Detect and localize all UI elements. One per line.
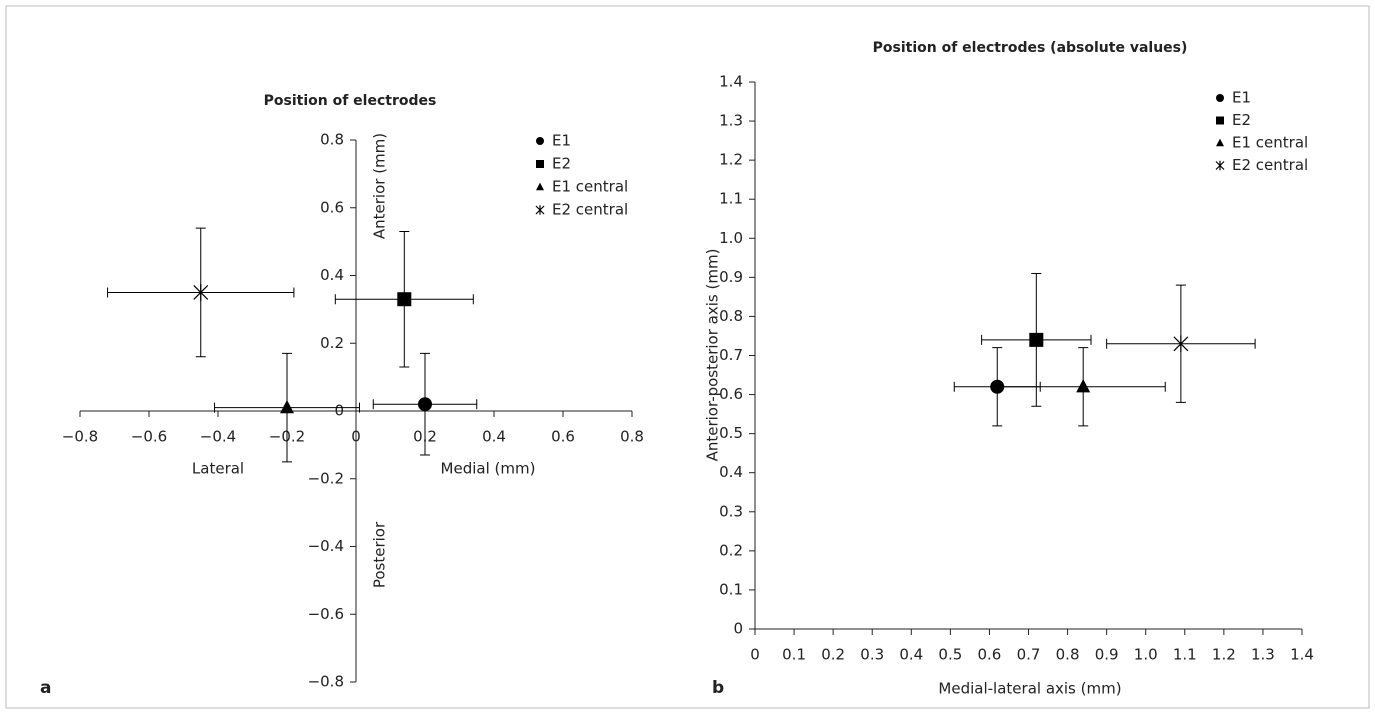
point: [1076, 379, 1091, 393]
x-tick-label: 1.2: [1212, 646, 1236, 664]
legend-marker: [536, 137, 544, 145]
point: [280, 399, 294, 414]
x-axis-label: Lateral: [192, 460, 244, 478]
point: [1173, 335, 1189, 353]
y-tick-label: −0.6: [308, 605, 344, 623]
x-tick-label: 0: [750, 646, 760, 664]
y-tick-label: 0.6: [320, 198, 344, 216]
legend-label: E1 central: [1232, 134, 1308, 152]
frame: [5, 5, 1370, 709]
legend-marker: [1215, 160, 1225, 171]
y-tick-label: 0.8: [320, 131, 344, 149]
y-tick-label: −0.8: [308, 673, 344, 691]
legend-marker: [1216, 138, 1224, 147]
x-tick-label: 0.1: [782, 646, 806, 664]
legend-marker: [1216, 116, 1224, 125]
legend-marker: [535, 205, 545, 215]
point: [1029, 332, 1044, 347]
y-tick-label: 0.6: [719, 385, 743, 403]
x-tick-label: 0.3: [860, 646, 884, 664]
point: [397, 292, 412, 307]
legend-label: E1 central: [552, 178, 628, 196]
x-tick-label: 1.0: [1134, 646, 1158, 664]
x-tick-label: 1.1: [1173, 646, 1197, 664]
y-axis-label: Anterior (mm): [371, 133, 389, 239]
legend-marker: [536, 182, 544, 191]
y-tick-label: 1.1: [719, 190, 743, 208]
x-tick-label: −0.6: [131, 428, 167, 446]
y-axis-label: Posterior: [371, 521, 389, 588]
x-tick-label: 0.8: [1056, 646, 1080, 664]
x-axis-label: Medial (mm): [441, 460, 536, 478]
x-axis-label: Medial-lateral axis (mm): [938, 680, 1121, 698]
legend-label: E2 central: [552, 201, 628, 219]
legend-marker: [1216, 94, 1224, 102]
y-tick-label: 0.2: [719, 541, 743, 559]
legend-label: E1: [1232, 89, 1251, 107]
y-tick-label: −0.2: [308, 469, 344, 487]
y-tick-label: 0: [733, 620, 743, 638]
y-tick-label: 0.5: [719, 424, 743, 442]
x-tick-label: 0.6: [551, 428, 575, 446]
y-tick-label: 0: [334, 402, 344, 420]
chart-title: Position of electrodes (absolute values): [873, 40, 1188, 56]
panel-label: b: [712, 678, 724, 698]
panel-label: a: [40, 678, 51, 698]
y-tick-label: 0.2: [320, 334, 344, 352]
legend-marker: [536, 160, 544, 168]
point: [193, 284, 209, 301]
y-tick-label: 1.2: [719, 151, 743, 169]
x-tick-label: 0.4: [482, 428, 506, 446]
y-tick-label: 1.0: [719, 229, 743, 247]
y-tick-label: 0.4: [719, 463, 743, 481]
chart-title: Position of electrodes: [264, 93, 437, 109]
x-tick-label: 0.6: [977, 646, 1001, 664]
x-tick-label: −0.8: [62, 428, 98, 446]
legend-label: E2: [552, 155, 571, 173]
y-tick-label: 0.1: [719, 580, 743, 598]
legend-label: E2: [1232, 111, 1251, 129]
x-tick-label: 0.5: [938, 646, 962, 664]
point: [418, 397, 432, 412]
x-tick-label: 0.9: [1095, 646, 1119, 664]
x-tick-label: 0: [351, 428, 361, 446]
y-tick-label: 1.3: [719, 112, 743, 130]
x-tick-label: 0.2: [821, 646, 845, 664]
x-tick-label: 0.8: [620, 428, 644, 446]
x-tick-label: −0.4: [200, 428, 236, 446]
x-tick-label: 1.4: [1290, 646, 1314, 664]
y-tick-label: 0.3: [719, 502, 743, 520]
y-tick-label: 0.9: [719, 268, 743, 286]
y-tick-label: 0.8: [719, 307, 743, 325]
x-tick-label: 0.7: [1017, 646, 1041, 664]
y-tick-label: −0.4: [308, 537, 344, 555]
y-tick-label: 0.4: [320, 266, 344, 284]
y-axis-label: Anterior-posterior axis (mm): [704, 249, 722, 462]
y-tick-label: 0.7: [719, 346, 743, 364]
y-tick-label: 1.4: [719, 73, 743, 91]
x-tick-label: 0.4: [899, 646, 923, 664]
x-tick-label: 1.3: [1251, 646, 1275, 664]
legend-label: E1: [552, 132, 571, 150]
legend-label: E2 central: [1232, 156, 1308, 174]
